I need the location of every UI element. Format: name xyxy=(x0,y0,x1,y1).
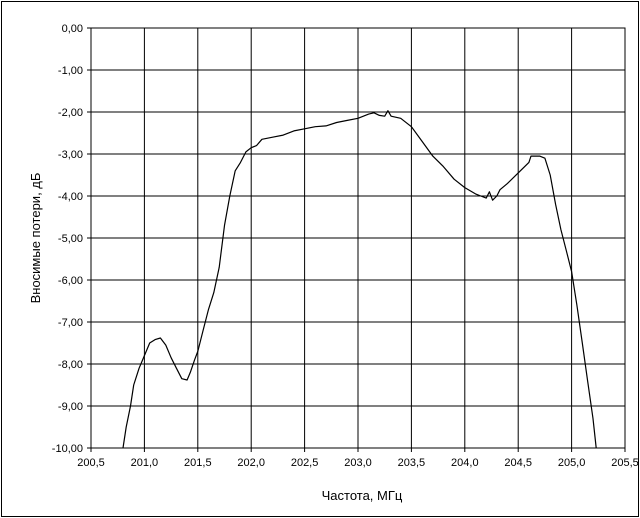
x-tick-label: 205,0 xyxy=(558,457,586,469)
y-tick-label: -2,00 xyxy=(58,107,83,119)
x-tick-label: 202,0 xyxy=(237,457,265,469)
x-axis-ticks: 200,5 201,0 201,5 202,0 202,5 203,0 203,5 204,0… xyxy=(77,448,639,469)
x-tick-label: 200,5 xyxy=(77,457,105,469)
x-tick-label: 205,5 xyxy=(611,457,639,469)
x-tick-label: 201,0 xyxy=(131,457,159,469)
y-tick-label: -3,00 xyxy=(58,149,83,161)
y-tick-label: -5,00 xyxy=(58,233,83,245)
x-axis-label: Частота, МГц xyxy=(322,488,403,503)
y-tick-label: -4,00 xyxy=(58,191,83,203)
y-axis-label: Вносимые потери, дБ xyxy=(28,173,43,304)
y-tick-label: 0,00 xyxy=(62,23,83,35)
x-tick-label: 203,0 xyxy=(344,457,372,469)
series-line xyxy=(122,110,597,449)
x-tick-label: 202,5 xyxy=(291,457,319,469)
y-tick-label: -10,00 xyxy=(52,443,83,455)
series-layer xyxy=(122,110,597,449)
y-axis-ticks: 0,00 -1,00 -2,00 -3,00 -4,00 -5,00 -6,00 -7,00 -… xyxy=(52,23,91,455)
y-tick-label: -7,00 xyxy=(58,317,83,329)
y-tick-label: -9,00 xyxy=(58,401,83,413)
y-tick-label: -6,00 xyxy=(58,275,83,287)
y-tick-label: -1,00 xyxy=(58,65,83,77)
x-tick-label: 201,5 xyxy=(184,457,212,469)
x-tick-label: 204,5 xyxy=(504,457,532,469)
x-tick-label: 203,5 xyxy=(398,457,426,469)
x-tick-label: 204,0 xyxy=(451,457,479,469)
y-tick-label: -8,00 xyxy=(58,359,83,371)
